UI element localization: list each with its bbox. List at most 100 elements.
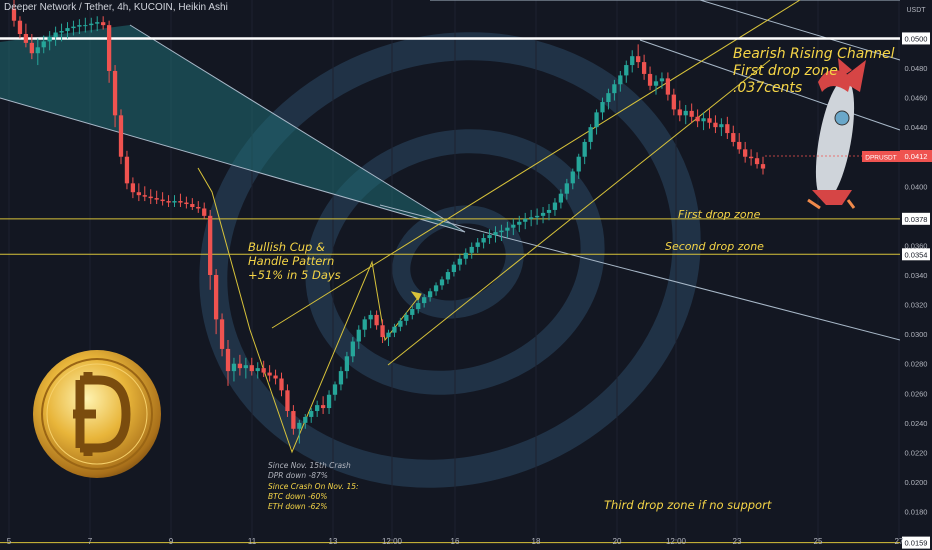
y-tick-label: 0.0360 xyxy=(905,241,928,250)
channel-note-line-2: First drop zone xyxy=(733,63,838,79)
candle-body xyxy=(523,218,528,222)
candle-body xyxy=(213,275,219,320)
candle-body xyxy=(618,75,623,85)
candle-body xyxy=(89,23,94,26)
candle-body xyxy=(202,208,207,216)
y-tick-label: 0.0159 xyxy=(905,539,928,548)
y-tick-label: 0.0340 xyxy=(905,271,928,280)
price-levels xyxy=(0,37,900,544)
y-tick-label: 0.0440 xyxy=(905,123,928,132)
candle-body xyxy=(142,195,147,197)
cup-handle-path xyxy=(197,167,422,454)
chart-title: Deeper Network / Tether, 4h, KUCOIN, Hei… xyxy=(4,2,228,13)
candle-body xyxy=(83,25,88,27)
y-tick-label: 0.0300 xyxy=(905,330,928,339)
candle-body xyxy=(95,22,100,24)
first-drop-zone-label: First drop zone xyxy=(678,208,761,221)
x-tick-label: 25 xyxy=(814,537,823,546)
candle-body xyxy=(600,102,605,113)
candle-body xyxy=(612,84,617,94)
candle-body xyxy=(695,116,700,122)
candle-body xyxy=(35,47,40,54)
candle-body xyxy=(552,202,558,210)
last-price-label: 0.0412 xyxy=(905,152,928,161)
candle-body xyxy=(219,319,225,349)
candle-body xyxy=(731,133,736,142)
candle-body xyxy=(291,411,296,429)
candle-body xyxy=(29,42,34,54)
candle-body xyxy=(196,206,201,209)
crash-note-line-2: DPR down -87% xyxy=(268,471,328,480)
y-tick-label: 0.0240 xyxy=(905,419,928,428)
candle-body xyxy=(713,122,718,128)
y-tick-label: 0.0260 xyxy=(905,389,928,398)
y-tick-label: 0.0200 xyxy=(905,478,928,487)
candle-body xyxy=(309,411,314,417)
since-note-line-1: Since Crash On Nov. 15: xyxy=(268,482,359,491)
candle-body xyxy=(166,201,171,203)
candle-body xyxy=(463,252,468,259)
y-tick-label: 0.0460 xyxy=(905,94,928,103)
candle-body xyxy=(517,221,522,225)
candle-body xyxy=(71,26,76,29)
candle-body xyxy=(624,65,629,76)
candle-body xyxy=(77,25,82,27)
candle-body xyxy=(208,215,213,275)
candle-body xyxy=(451,264,457,273)
candle-body xyxy=(588,127,593,142)
descending-trendline-upper xyxy=(129,24,466,233)
candle-body xyxy=(243,365,248,369)
candle-body xyxy=(332,384,338,395)
third-drop-zone-label: Third drop zone if no support xyxy=(604,498,772,512)
handle-arrow xyxy=(410,291,422,301)
candle-body xyxy=(124,156,130,184)
candle-body xyxy=(481,238,486,243)
candle-body xyxy=(362,319,367,330)
candle-body xyxy=(178,201,183,203)
channel-note-line-1: Bearish Rising Channel xyxy=(733,46,895,62)
candle-body xyxy=(499,230,504,233)
price-axis[interactable] xyxy=(900,0,932,550)
candle-body xyxy=(65,28,70,32)
candle-body xyxy=(630,56,635,66)
y-tick-label: 0.0400 xyxy=(905,182,928,191)
dpr-coin-logo xyxy=(33,350,161,478)
candle-body xyxy=(231,363,237,372)
candle-body xyxy=(368,314,373,320)
candle-body xyxy=(511,224,516,228)
candle-body xyxy=(683,110,688,116)
candle-body xyxy=(101,22,106,26)
x-tick-label: 18 xyxy=(532,537,541,546)
candle-body xyxy=(154,198,159,200)
candle-body xyxy=(558,193,564,203)
candle-body xyxy=(344,356,350,372)
candle-body xyxy=(546,209,552,213)
candle-body xyxy=(404,314,409,321)
annotations: Bearish Rising Channel First drop zone .… xyxy=(248,46,895,512)
x-tick-label: 5 xyxy=(7,537,12,546)
pattern-note-line-3: +51% in 5 Days xyxy=(248,268,341,282)
crash-note-line-1: Since Nov. 15th Crash xyxy=(268,461,351,470)
candle-body xyxy=(737,141,742,150)
candle-body xyxy=(59,31,64,33)
candle-body xyxy=(112,70,118,116)
candle-body xyxy=(665,78,671,95)
since-note-line-2: BTC down -60% xyxy=(268,492,327,501)
candle-body xyxy=(11,8,17,21)
y-tick-label: 0.0480 xyxy=(905,64,928,73)
candle-body xyxy=(374,314,379,326)
d-glyph-icon xyxy=(73,372,131,456)
candle-body xyxy=(386,332,391,338)
candle-body xyxy=(457,258,462,265)
candle-body xyxy=(410,309,415,315)
candle-body xyxy=(641,62,647,74)
candle-body xyxy=(439,279,445,286)
second-drop-zone-label: Second drop zone xyxy=(665,240,764,253)
candle-body xyxy=(427,291,433,298)
candle-body xyxy=(540,212,546,216)
y-tick-label: 0.0320 xyxy=(905,301,928,310)
x-tick-label: 12:00 xyxy=(382,537,403,546)
x-tick-label: 12:00 xyxy=(666,537,687,546)
y-tick-highlight xyxy=(902,32,930,45)
